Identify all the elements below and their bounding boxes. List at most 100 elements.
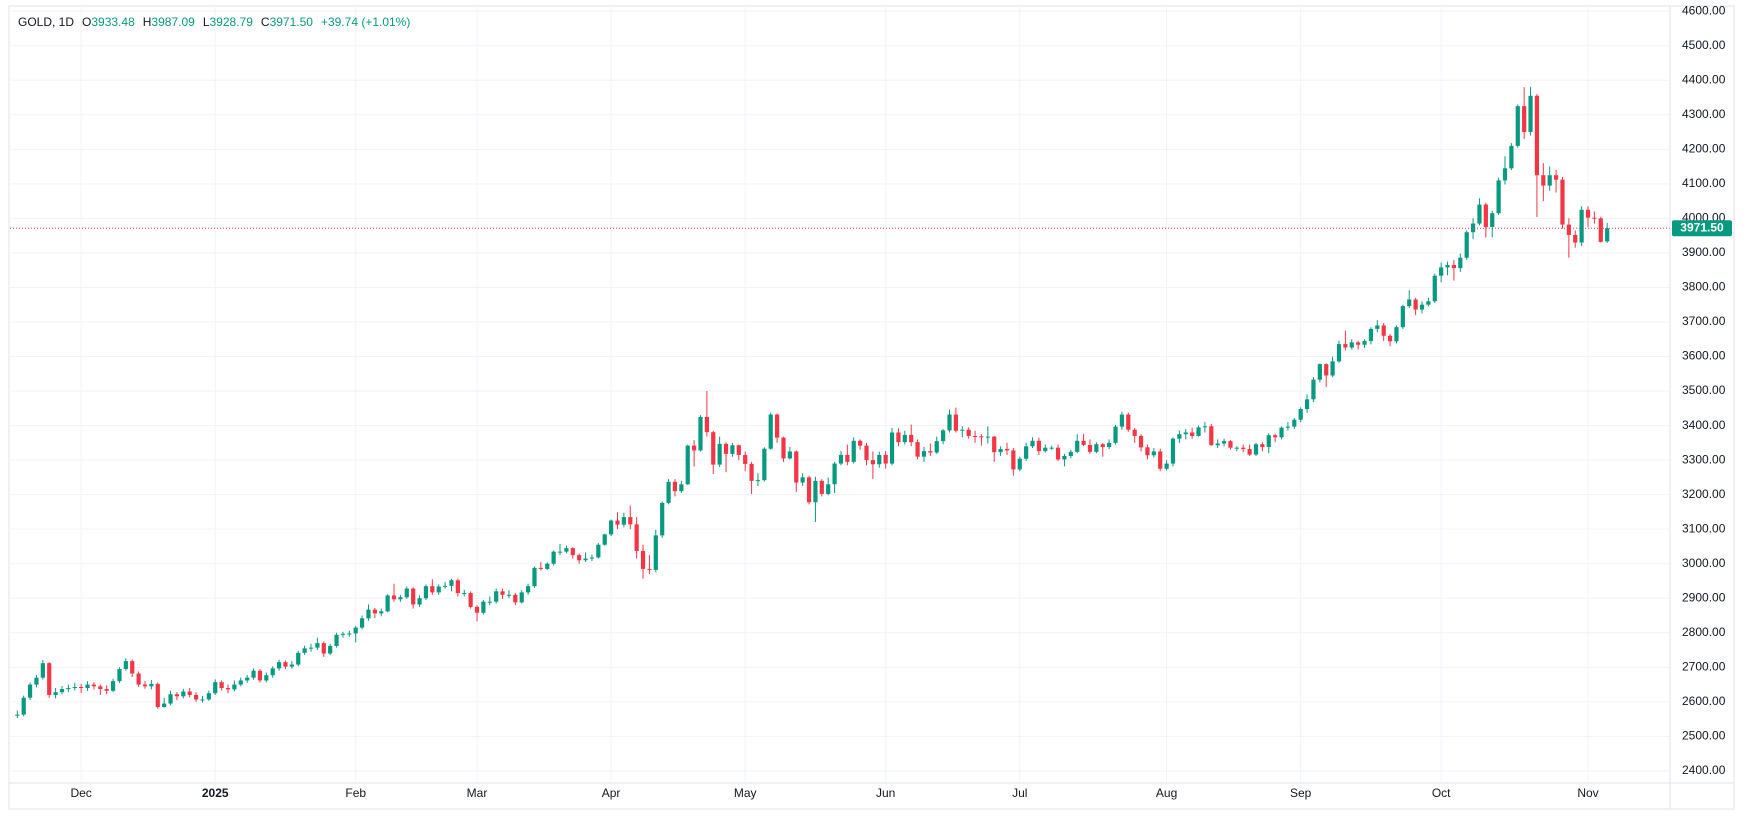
x-tick-label: Apr [602,786,621,800]
candle-body [40,663,45,678]
candle-body [998,449,1003,453]
candle-body [960,429,965,431]
candle-body [979,436,984,438]
y-tick-label: 3200.00 [1682,487,1726,501]
candle-body [193,694,199,700]
candle-body [634,524,639,551]
candle-body [47,663,52,695]
candle-body [487,601,492,603]
candle-body [481,601,486,613]
candle-body [1298,409,1303,420]
candle-body [1324,364,1329,376]
y-tick-label: 3600.00 [1682,349,1726,363]
candle-body [398,597,403,600]
x-tick-label: Mar [467,786,488,800]
y-tick-label: 3300.00 [1682,452,1726,466]
candle-body [1534,95,1540,176]
candle-body [1432,275,1437,302]
axes: 2400.00 2500.00 2600.00 2700.00 2800.00 2900.… [70,3,1732,800]
candle-body [1228,441,1233,448]
candle-body [385,595,390,612]
x-tick-label: Jun [876,786,895,800]
candle-body [628,517,633,525]
candle-body [883,454,888,464]
candle-body [436,586,441,593]
candle-body [213,682,218,694]
candle-body [653,535,658,570]
candle-body [1049,447,1054,449]
x-tick-label: Jul [1012,786,1027,800]
candle-body [1585,209,1591,218]
candle-body [276,662,282,669]
candle-body [85,684,90,689]
candle-body [806,477,812,503]
y-tick-label: 4200.00 [1682,141,1726,155]
candle-body [730,445,735,454]
ohlc-key: L [203,15,210,29]
candle-body [909,434,914,443]
candle-body [270,668,275,676]
candle-body [953,414,958,431]
candles [15,86,1610,719]
candle-body [245,677,250,681]
candle-body [615,520,620,525]
candle-body [1560,179,1565,225]
candle-body [717,443,722,465]
candle-body [577,555,582,561]
candle-body [1017,458,1022,470]
y-tick-label: 2700.00 [1682,659,1726,673]
last-price-tag [1672,220,1732,237]
candle-body [1113,426,1118,443]
candle-body [98,686,103,690]
chart-frame [8,5,1735,810]
candle-body [283,662,288,667]
candle-body [59,689,65,693]
candle-body [692,445,697,451]
candle-body [1234,447,1239,449]
candle-body [1081,440,1086,445]
candle-body [181,691,186,697]
candle-body [832,463,837,485]
candle-body [1151,451,1156,456]
candle-body [155,683,160,708]
candle-body [289,664,294,667]
candle-body [877,454,882,465]
candle-body [1024,446,1029,459]
candle-body [1400,306,1405,328]
candle-body [736,445,741,455]
candle-body [704,416,709,433]
candle-body [142,684,148,687]
candle-body [1266,435,1271,447]
candle-body [1522,106,1527,133]
ohlc-key: O [82,15,91,29]
y-tick-label: 3500.00 [1682,383,1726,397]
y-tick-label: 4500.00 [1682,38,1726,52]
candle-body [149,683,154,687]
candle-body [1541,175,1546,186]
y-tick-label: 3000.00 [1682,556,1726,570]
candle-body [934,441,939,453]
candle-body [672,481,678,492]
candle-body [430,586,435,593]
candle-body [947,414,952,431]
candle-body [794,451,799,483]
candle-body [743,454,748,464]
candle-body [1273,435,1278,438]
candle-body [723,443,729,454]
candle-body [845,454,850,462]
candle-body [1502,168,1508,181]
candle-body [896,432,901,443]
candle-body [238,680,243,685]
candle-body [1164,463,1169,469]
candle-body [1126,414,1131,430]
candle-body [21,697,26,715]
grid [10,6,1670,783]
candle-body [1221,441,1227,444]
y-tick-label: 3700.00 [1682,314,1726,328]
candle-body [941,430,946,442]
candle-body [1387,335,1393,342]
x-tick-label: Dec [70,786,91,800]
candle-body [1496,180,1501,214]
candle-body [1138,435,1144,448]
candle-body [34,677,39,685]
